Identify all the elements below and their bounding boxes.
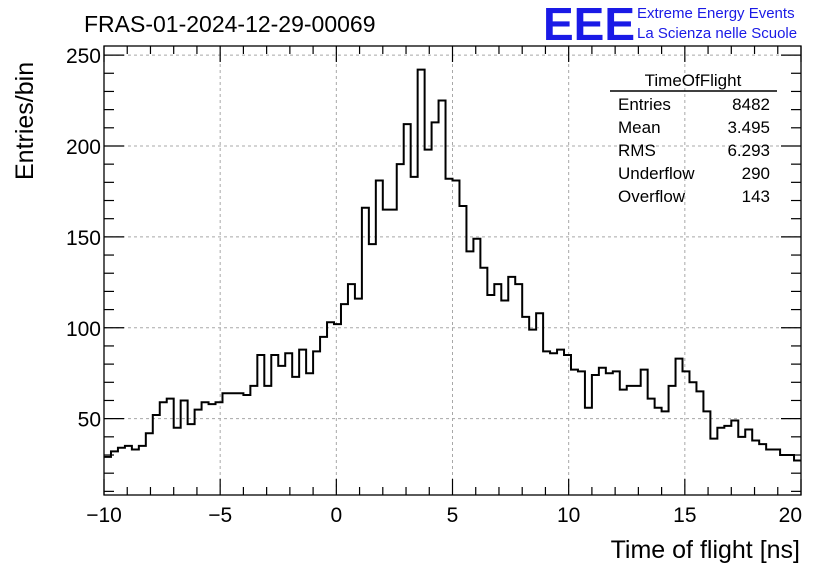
stats-row-value: 6.293 (727, 141, 770, 160)
x-tick-label: 10 (557, 504, 580, 527)
y-tick-label: 200 (66, 136, 101, 159)
stats-row-label: Entries (618, 95, 671, 114)
logo-line-1: Extreme Energy Events (637, 5, 795, 22)
stats-row-label: Mean (618, 118, 661, 137)
stats-row-value: 290 (742, 164, 770, 183)
eee-logo-mark: EEE (543, 0, 635, 50)
stats-row-label: Underflow (618, 164, 695, 183)
stats-row-value: 143 (742, 187, 770, 206)
chart-title: FRAS-01-2024-12-29-00069 (84, 11, 376, 37)
stats-row-value: 8482 (732, 95, 770, 114)
x-tick-label: 15 (673, 504, 696, 527)
stats-box: TimeOfFlight Entries 8482 Mean 3.495 RMS 6.29… (610, 71, 777, 206)
y-tick-label: 50 (78, 409, 101, 432)
x-tick-label: −5 (208, 504, 232, 527)
stats-row-label: RMS (618, 141, 656, 160)
x-tick-label: 20 (779, 504, 802, 527)
y-axis-label: Entries/bin (11, 62, 39, 180)
x-tick-label: 5 (447, 504, 459, 527)
axis-ticks (103, 46, 802, 495)
eee-logo: EEE Extreme Energy Events La Scienza nel… (543, 0, 797, 50)
logo-line-2: La Scienza nelle Scuole (637, 25, 797, 42)
x-tick-labels: −10 −5 0 5 10 15 20 (86, 504, 802, 527)
x-tick-label: 0 (330, 504, 342, 527)
x-tick-label: −10 (86, 504, 122, 527)
x-axis-label: Time of flight [ns] (611, 536, 800, 564)
stats-row-value: 3.495 (727, 118, 770, 137)
y-tick-label: 100 (66, 318, 101, 341)
y-tick-label: 250 (66, 45, 101, 68)
grid-lines (104, 46, 801, 495)
y-tick-labels: 50 100 150 200 250 (66, 45, 101, 432)
stats-title: TimeOfFlight (645, 71, 742, 90)
y-tick-label: 150 (66, 227, 101, 250)
histogram-line (104, 68, 801, 462)
stats-row-label: Overflow (618, 187, 686, 206)
